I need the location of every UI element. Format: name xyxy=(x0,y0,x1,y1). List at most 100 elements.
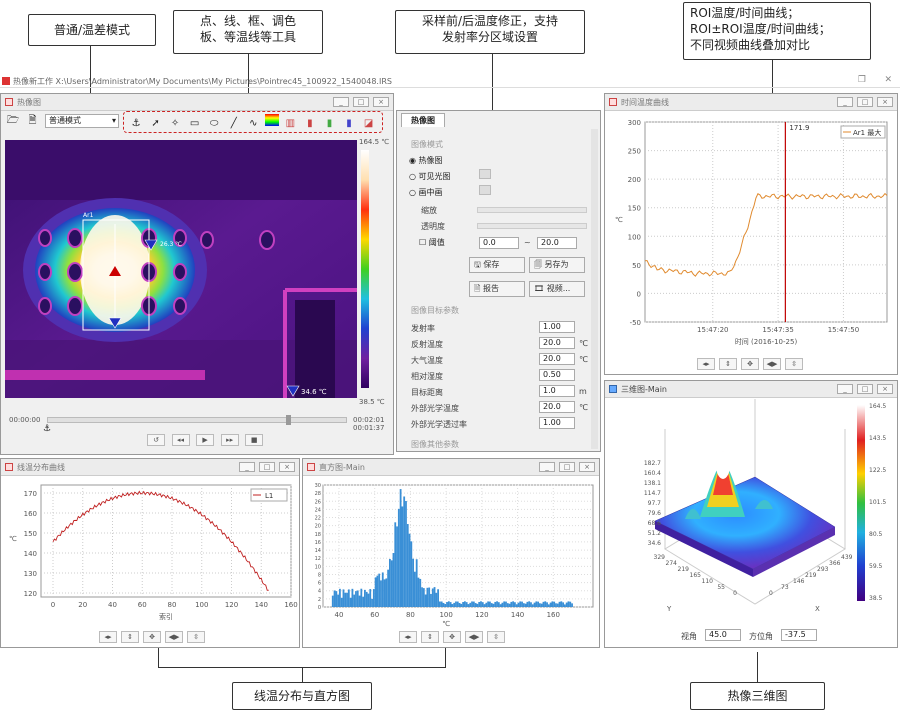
pan-icon[interactable]: ◀▶ xyxy=(165,631,183,643)
hist-bar xyxy=(378,573,381,607)
auto-range-icon[interactable]: ◪ xyxy=(363,118,374,129)
hist-bar xyxy=(464,601,466,607)
radio-pip[interactable]: ○ 画中画 xyxy=(409,188,443,197)
radio-visible[interactable]: ○ 可见光图 xyxy=(409,172,451,181)
param-input[interactable]: 1.00 xyxy=(539,321,575,333)
hist-bar xyxy=(471,601,473,607)
param-input[interactable]: 20.0 xyxy=(539,337,575,349)
mode-select[interactable]: 普通模式 ▾ xyxy=(45,114,119,128)
line-profile-panel: 线温分布曲线 _ □ × 170 160 150 140 130 120 0 20 40 60 80 10… xyxy=(0,458,300,648)
anchor-icon[interactable]: ⚓ xyxy=(43,424,52,434)
threshold-from[interactable]: 0.0 xyxy=(479,237,519,249)
x-tick-label: 20 xyxy=(78,601,87,609)
transparency-slider[interactable] xyxy=(477,223,587,229)
range-icon-1[interactable]: ▮ xyxy=(307,118,313,129)
minimize-button[interactable]: _ xyxy=(837,97,853,107)
surface-3d[interactable]: 182.7 160.4 138.1 114.7 97.7 79.6 68.6 51.2 34.6… xyxy=(605,399,897,625)
settings-scrollbar[interactable] xyxy=(591,129,598,449)
move-icon[interactable]: ✥ xyxy=(143,631,161,643)
pan-icon[interactable]: ◀▶ xyxy=(763,358,781,370)
fit-icon[interactable]: ◂▸ xyxy=(399,631,417,643)
close-button[interactable]: × xyxy=(877,97,893,107)
range-icon-2[interactable]: ▮ xyxy=(326,118,333,129)
move-icon[interactable]: ✥ xyxy=(443,631,461,643)
ellipse-tool-icon[interactable]: ⬭ xyxy=(209,118,219,129)
app-title-bar: 热像新工作 X:\Users\Administrator\My Document… xyxy=(0,74,900,88)
zoom-icon[interactable]: ⇕ xyxy=(121,631,139,643)
minimize-button[interactable]: _ xyxy=(539,462,555,472)
hist-bar xyxy=(364,589,366,607)
zoom-slider[interactable] xyxy=(477,207,587,213)
param-input[interactable]: 1.00 xyxy=(539,417,575,429)
replay-icon[interactable]: ↺ xyxy=(147,434,165,446)
open-folder-icon[interactable]: 🗁 xyxy=(6,115,20,126)
step-back-icon[interactable]: ◂◂ xyxy=(171,434,190,446)
point-tool-icon[interactable]: ✧ xyxy=(170,118,180,129)
zoom-icon[interactable]: ⇕ xyxy=(421,631,439,643)
vzoom-icon[interactable]: ⇳ xyxy=(187,631,205,643)
timeline-slider[interactable] xyxy=(47,415,347,425)
line-tool-icon[interactable]: ╱ xyxy=(230,118,237,129)
x-axis-label: 索引 xyxy=(159,612,173,621)
series-line xyxy=(644,192,888,277)
fit-icon[interactable]: ◂▸ xyxy=(697,358,715,370)
thermal-image[interactable]: Ar1 26.3 ℃ 34.6 ℃ xyxy=(5,140,357,398)
stop-icon[interactable]: ■ xyxy=(245,434,264,446)
tab-thermal[interactable]: 热像图 xyxy=(401,113,445,127)
minimize-button[interactable]: _ xyxy=(837,384,853,394)
hist-bar xyxy=(569,601,572,607)
pointer-icon[interactable]: ➚ xyxy=(151,118,160,129)
polyline-tool-icon[interactable]: ∿ xyxy=(249,118,258,129)
video-button[interactable]: 🎞 视频... xyxy=(529,281,585,297)
move-icon[interactable]: ✥ xyxy=(741,358,759,370)
hist-bar xyxy=(417,577,420,607)
close-icon[interactable]: ✕ xyxy=(884,75,892,85)
save-as-button[interactable]: 🗐 另存为 xyxy=(529,257,585,273)
timeline-thumb[interactable] xyxy=(286,415,291,425)
anchor-icon[interactable]: ⚓ xyxy=(131,118,141,129)
range-icon-3[interactable]: ▮ xyxy=(346,118,352,129)
vzoom-icon[interactable]: ⇳ xyxy=(487,631,505,643)
isotherm-icon[interactable]: ▥ xyxy=(285,118,296,129)
maximize-button[interactable]: □ xyxy=(857,97,873,107)
view-angle-input[interactable]: 45.0 xyxy=(705,629,741,641)
line-profile-chart[interactable]: 170 160 150 140 130 120 0 20 40 60 80 100 120 140 160 索… xyxy=(1,477,299,627)
threshold-to[interactable]: 20.0 xyxy=(537,237,577,249)
zoom-icon[interactable]: ⇕ xyxy=(719,358,737,370)
maximize-button[interactable]: □ xyxy=(857,384,873,394)
param-input[interactable]: 0.50 xyxy=(539,369,575,381)
vzoom-icon[interactable]: ⇳ xyxy=(785,358,803,370)
hist-bar xyxy=(421,587,423,607)
maximize-button[interactable]: □ xyxy=(559,462,575,472)
radio-thermal[interactable]: ◉ 热像图 xyxy=(409,156,443,165)
param-input[interactable]: 20.0 xyxy=(539,353,575,365)
fit-icon[interactable]: ◂▸ xyxy=(99,631,117,643)
x-tick-label: 0 xyxy=(769,590,773,597)
rect-tool-icon[interactable]: ▭ xyxy=(189,118,200,129)
scale-bottom: 38.5 ℃ xyxy=(359,398,385,406)
save-button[interactable]: 🖫 保存 xyxy=(469,257,525,273)
minimize-button[interactable]: _ xyxy=(239,462,255,472)
close-button[interactable]: × xyxy=(279,462,295,472)
threshold-checkbox[interactable]: ☐ 阈值 xyxy=(419,238,445,247)
minimize-button[interactable]: _ xyxy=(333,97,349,107)
maximize-button[interactable]: □ xyxy=(353,97,369,107)
param-input[interactable]: 1.0 xyxy=(539,385,575,397)
close-button[interactable]: × xyxy=(877,384,893,394)
pan-icon[interactable]: ◀▶ xyxy=(465,631,483,643)
report-button[interactable]: 🗎 报告 xyxy=(469,281,525,297)
close-button[interactable]: × xyxy=(579,462,595,472)
param-input[interactable]: 20.0 xyxy=(539,401,575,413)
hist-bar xyxy=(424,594,427,607)
restore-icon[interactable]: ❐ xyxy=(857,75,866,85)
save-doc-icon[interactable]: 🗎 xyxy=(28,115,37,126)
time-curve-chart[interactable]: 300 250 200 150 100 50 0 -50 15:47:20 15:47:35 15:… xyxy=(605,112,897,354)
maximize-button[interactable]: □ xyxy=(259,462,275,472)
play-icon[interactable]: ▶ xyxy=(196,434,215,446)
step-forward-icon[interactable]: ▸▸ xyxy=(220,434,239,446)
palette-icon[interactable] xyxy=(264,114,279,126)
close-button[interactable]: × xyxy=(373,97,389,107)
hist-bar xyxy=(556,603,559,607)
azimuth-input[interactable]: -37.5 xyxy=(781,629,817,641)
